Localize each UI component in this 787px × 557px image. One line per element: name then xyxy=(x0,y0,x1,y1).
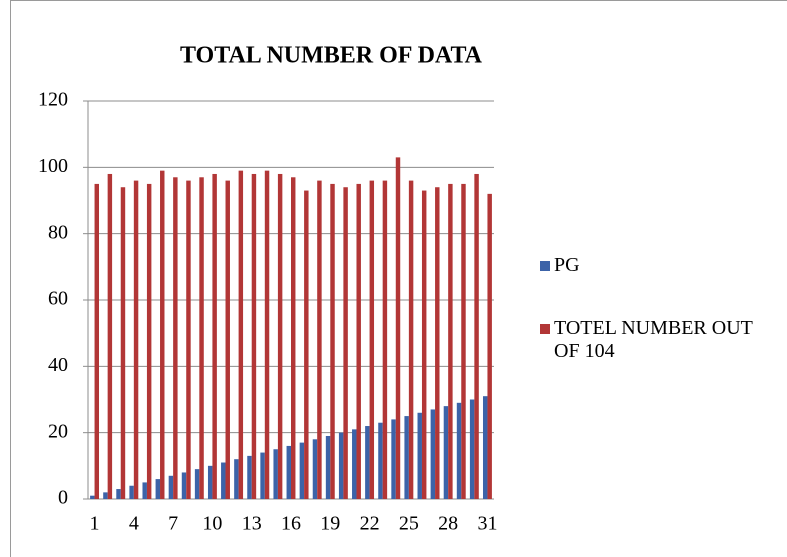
x-tick-label: 25 xyxy=(399,513,419,535)
bar xyxy=(120,187,126,499)
bar xyxy=(168,475,174,499)
y-tick-label: 40 xyxy=(48,354,68,376)
x-tick-label: 1 xyxy=(90,513,100,535)
bar xyxy=(421,190,427,500)
y-tick-label: 20 xyxy=(48,420,68,442)
bar xyxy=(186,180,191,499)
bar xyxy=(194,469,200,499)
bar xyxy=(456,402,462,499)
bar xyxy=(330,183,335,499)
y-tick-label: 0 xyxy=(58,487,68,509)
bar xyxy=(103,492,108,499)
bar xyxy=(382,180,388,499)
bar xyxy=(291,177,296,500)
bar xyxy=(129,485,134,499)
bar xyxy=(391,419,396,499)
bar xyxy=(343,187,348,499)
bar xyxy=(260,452,265,499)
frame-border xyxy=(10,0,787,557)
bar xyxy=(207,465,213,499)
legend-item: TOTEL NUMBER OUT OF 104 xyxy=(540,317,774,363)
bar xyxy=(107,173,113,499)
x-tick-label: 19 xyxy=(320,513,340,535)
bar xyxy=(234,459,239,499)
bar xyxy=(199,177,204,500)
legend-marker xyxy=(540,324,550,334)
bar xyxy=(94,183,100,499)
bar xyxy=(487,193,492,499)
bar xyxy=(474,173,479,499)
legend-marker xyxy=(540,261,550,271)
bar xyxy=(225,180,230,499)
y-tick-label: 120 xyxy=(38,89,68,111)
bar xyxy=(173,177,178,500)
x-tick-label: 16 xyxy=(281,513,301,535)
bar xyxy=(247,455,252,499)
bar xyxy=(325,435,331,499)
y-tick-label: 60 xyxy=(48,288,68,310)
bar xyxy=(404,416,409,499)
bar xyxy=(116,489,121,499)
bar xyxy=(160,170,165,499)
bar xyxy=(212,173,217,499)
y-tick-label: 100 xyxy=(38,155,68,177)
bar xyxy=(273,449,278,499)
bar xyxy=(304,190,309,500)
x-tick-label: 28 xyxy=(438,513,458,535)
chart-title: TOTAL NUMBER OF DATA xyxy=(180,43,483,69)
bar xyxy=(221,462,226,499)
bar xyxy=(90,495,95,499)
legend-label: PG xyxy=(554,254,580,276)
bar xyxy=(365,426,370,499)
x-tick-label: 13 xyxy=(242,513,262,535)
bar xyxy=(251,173,257,499)
bar xyxy=(482,396,488,499)
y-tick-label: 80 xyxy=(48,221,68,243)
x-tick-label: 4 xyxy=(129,513,139,535)
bar xyxy=(408,180,414,499)
bar xyxy=(352,429,357,499)
bar xyxy=(338,432,344,499)
legend-item: PG xyxy=(540,254,774,277)
bar xyxy=(356,183,361,499)
bar xyxy=(443,406,449,499)
bar xyxy=(181,472,187,499)
x-tick-label: 7 xyxy=(168,513,178,535)
bar xyxy=(286,445,291,499)
bar xyxy=(430,409,436,499)
bar xyxy=(395,157,401,499)
x-tick-label: 10 xyxy=(202,513,222,535)
legend: PG TOTEL NUMBER OUT OF 104 xyxy=(540,254,780,403)
bar xyxy=(461,183,466,499)
bar xyxy=(277,173,283,499)
bar xyxy=(312,439,318,499)
bar xyxy=(448,183,453,499)
bar xyxy=(299,442,305,499)
bar xyxy=(417,412,422,499)
bar xyxy=(369,180,375,499)
bar xyxy=(146,183,152,499)
bar xyxy=(378,422,383,499)
x-tick-label: 22 xyxy=(360,513,380,535)
bar xyxy=(238,170,244,499)
bar xyxy=(133,180,139,499)
x-tick-label: 31 xyxy=(477,513,497,535)
bar xyxy=(142,482,147,499)
bar xyxy=(264,170,270,499)
bar xyxy=(317,180,322,499)
bar xyxy=(155,479,161,499)
legend-label: TOTEL NUMBER OUT OF 104 xyxy=(554,317,753,362)
bar xyxy=(435,187,440,499)
bar xyxy=(469,399,475,499)
